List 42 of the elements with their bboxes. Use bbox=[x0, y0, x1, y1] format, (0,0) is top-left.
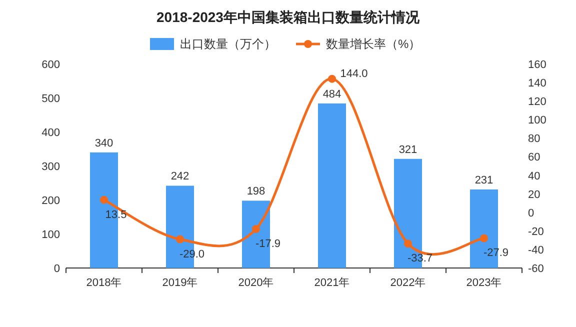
bar bbox=[318, 103, 346, 268]
y2-tick-label: 160 bbox=[528, 59, 546, 71]
data-label: 340 bbox=[94, 137, 114, 150]
x-tick-label: 2022年 bbox=[390, 277, 426, 289]
point bbox=[480, 234, 488, 242]
y-tick-label: 400 bbox=[42, 127, 60, 139]
x-tick-label: 2020年 bbox=[238, 277, 274, 289]
legend-label: 数量增长率（%） bbox=[326, 37, 421, 51]
y2-tick-label: 100 bbox=[528, 114, 546, 127]
x-tick-label: 2019年 bbox=[162, 277, 198, 289]
x-tick-label: 2023年 bbox=[466, 277, 502, 289]
data-label: 231 bbox=[474, 174, 494, 186]
chart-title: 2018-2023年中国集装箱出口数量统计情况 bbox=[156, 9, 420, 25]
legend-label: 出口数量（万个） bbox=[180, 37, 276, 51]
y2-tick-label: 140 bbox=[528, 78, 546, 90]
point bbox=[328, 74, 336, 83]
point bbox=[176, 235, 184, 244]
data-label: 484 bbox=[322, 88, 342, 100]
y2-tick-label: 0 bbox=[528, 207, 534, 220]
y2-tick-label: 40 bbox=[528, 170, 540, 182]
y2-tick-label: 120 bbox=[528, 96, 546, 108]
y2-tick-label: 60 bbox=[528, 152, 540, 164]
y-tick-label: 300 bbox=[42, 161, 60, 173]
y-tick-label: 100 bbox=[42, 229, 60, 241]
y-tick-label: 200 bbox=[42, 195, 60, 207]
y-tick-label: 500 bbox=[42, 93, 60, 105]
data-label: 144.0 bbox=[340, 68, 368, 80]
y2-tick-label: 80 bbox=[528, 133, 540, 146]
y-tick-label: 0 bbox=[54, 263, 60, 275]
y2-tick-label: -60 bbox=[528, 263, 544, 275]
point bbox=[404, 240, 412, 248]
y2-tick-label: -40 bbox=[528, 244, 544, 256]
y-tick-label: 600 bbox=[42, 59, 60, 71]
y2-tick-label: -20 bbox=[528, 226, 544, 238]
point bbox=[252, 224, 260, 233]
data-label: 321 bbox=[398, 144, 418, 156]
x-tick-label: 2021年 bbox=[314, 277, 350, 289]
data-label: 242 bbox=[170, 170, 190, 183]
data-label: 198 bbox=[246, 186, 266, 198]
y2-tick-label: 20 bbox=[528, 188, 540, 201]
point bbox=[100, 196, 108, 204]
x-tick-label: 2018年 bbox=[86, 277, 122, 289]
